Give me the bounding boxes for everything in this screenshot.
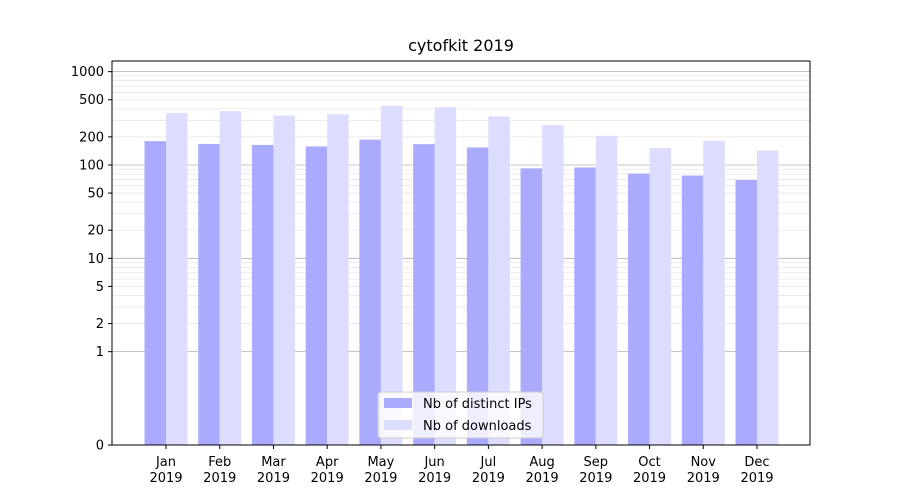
x-tick-label-month: May (367, 455, 394, 470)
chart-title: cytofkit 2019 (408, 36, 514, 55)
legend: Nb of distinct IPs Nb of downloads (377, 391, 544, 439)
bar-downloads (166, 113, 188, 445)
bar-downloads (542, 125, 564, 445)
bar-distinct-ips (466, 147, 489, 445)
y-tick-label: 1000 (71, 65, 104, 80)
bar-distinct-ips (144, 141, 166, 445)
bar-distinct-ips (413, 144, 435, 445)
bar-distinct-ips (681, 175, 704, 445)
x-tick-label-year: 2019 (633, 471, 666, 486)
x-tick-label-month: Feb (208, 455, 231, 470)
bar-distinct-ips (574, 167, 596, 445)
y-tick-label: 0 (96, 439, 104, 454)
bar-downloads (380, 105, 403, 445)
x-tick-label-year: 2019 (364, 471, 397, 486)
y-tick-label: 50 (87, 187, 104, 202)
x-tick-label-month: Oct (638, 455, 660, 470)
bars (144, 105, 779, 446)
bar-downloads (649, 148, 672, 445)
y-tick-label: 200 (79, 130, 104, 145)
x-tick-label-year: 2019 (687, 471, 720, 486)
x-tick-label-month: Apr (316, 455, 339, 470)
bar-distinct-ips (251, 144, 274, 445)
x-tick-label-month: Dec (744, 455, 769, 470)
bar-distinct-ips (198, 143, 220, 445)
bar-distinct-ips (735, 180, 757, 445)
y-axis: 0 1 2 5 10 20 50 100 200 500 1000 (71, 65, 112, 454)
x-tick-label-year: 2019 (526, 471, 559, 486)
legend-swatch-ips (384, 398, 412, 408)
plot-frame (111, 60, 811, 446)
legend-label-downloads: Nb of downloads (423, 419, 532, 434)
bar-downloads (595, 135, 618, 445)
bar-downloads (488, 116, 510, 445)
x-tick-label-year: 2019 (257, 471, 290, 486)
x-tick-label-year: 2019 (311, 471, 344, 486)
y-tick-label: 500 (79, 93, 104, 108)
x-tick-label-year: 2019 (149, 471, 182, 486)
bar-downloads (434, 107, 457, 445)
x-tick-label-month: Jan (155, 455, 176, 470)
bar-downloads (757, 150, 779, 445)
bar-distinct-ips (628, 173, 650, 446)
x-tick-label-month: Jul (480, 455, 497, 470)
x-tick-label-year: 2019 (579, 471, 612, 486)
bar-distinct-ips (305, 146, 328, 445)
bar-distinct-ips (359, 139, 381, 445)
x-axis: Jan2019Feb2019Mar2019Apr2019May2019Jun20… (149, 445, 774, 486)
x-tick-label-month: Nov (691, 455, 717, 470)
y-tick-label: 1 (96, 345, 104, 360)
x-tick-label-month: Mar (261, 455, 286, 470)
legend-swatch-downloads (384, 420, 412, 430)
bar-downloads (703, 140, 725, 445)
y-tick-label: 5 (96, 280, 104, 295)
bar-distinct-ips (520, 168, 543, 445)
x-tick-label-year: 2019 (203, 471, 236, 486)
x-tick-label-year: 2019 (740, 471, 773, 486)
x-tick-label-year: 2019 (418, 471, 451, 486)
x-tick-label-month: Jun (423, 455, 444, 470)
legend-box (377, 391, 544, 439)
x-tick-label-month: Sep (584, 455, 609, 470)
legend-label-ips: Nb of distinct IPs (423, 397, 532, 412)
y-tick-label: 10 (87, 252, 104, 267)
bar-downloads (327, 114, 349, 446)
y-tick-label: 20 (87, 224, 104, 239)
bar-downloads (219, 111, 242, 446)
x-tick-label-month: Aug (529, 455, 554, 470)
bar-downloads (273, 115, 295, 446)
y-tick-label: 2 (96, 317, 104, 332)
y-tick-label: 100 (79, 158, 104, 173)
x-tick-label-year: 2019 (472, 471, 505, 486)
